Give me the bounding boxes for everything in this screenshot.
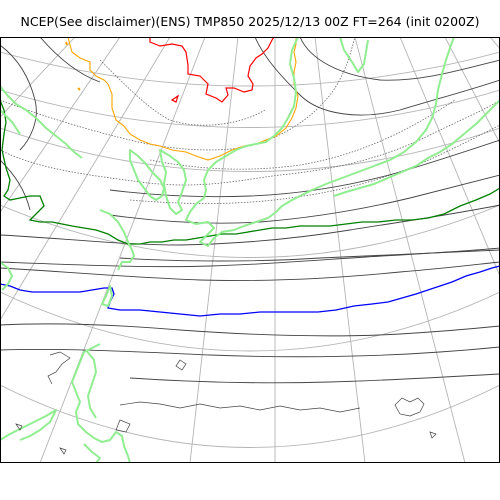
meridian <box>0 37 171 321</box>
meridian <box>444 37 500 145</box>
isotherm <box>254 37 500 116</box>
meridian <box>39 37 206 463</box>
isotherm-blue <box>0 265 500 317</box>
land-outline <box>15 351 437 455</box>
coastline-east-arc <box>333 99 500 197</box>
isotherm <box>109 174 500 224</box>
map-svg <box>0 37 500 463</box>
isotherm <box>0 346 500 358</box>
meridian <box>0 37 121 214</box>
isotherm <box>109 139 500 198</box>
isotherm-red <box>149 37 275 103</box>
isotherm <box>39 37 101 83</box>
coastline-west <box>0 85 83 159</box>
coastline-scandinavia <box>0 261 13 291</box>
meridian <box>354 37 466 463</box>
latitude-circle <box>0 127 500 172</box>
map-frame <box>0 37 500 463</box>
coastline-europe <box>85 349 97 419</box>
coastline-west <box>0 109 21 135</box>
isotherm <box>119 249 500 262</box>
isotherm <box>0 261 500 281</box>
latitude-circle <box>0 291 500 352</box>
coastline-island <box>159 149 187 215</box>
isotherm <box>129 373 500 384</box>
isotherm <box>0 323 500 337</box>
map-title: NCEP(See disclaimer)(ENS) TMP850 2025/12… <box>20 14 480 29</box>
coastline-mid <box>99 209 135 271</box>
isotherm-orange <box>67 37 299 161</box>
coastline-europe <box>71 343 131 463</box>
coastline-europe <box>83 443 101 463</box>
meridian <box>314 37 366 463</box>
coastline-north <box>185 37 455 247</box>
meridian <box>0 37 76 118</box>
coastline-island <box>129 149 165 201</box>
map-panel <box>0 37 500 463</box>
latitude-circle <box>0 51 500 87</box>
isotherm-orange-small <box>65 41 81 91</box>
latitude-circle <box>0 384 500 448</box>
latitude-circle <box>0 204 500 258</box>
meridian <box>189 37 239 463</box>
isotherm <box>299 37 500 81</box>
coastline-europe <box>0 409 57 441</box>
latitude-circle <box>0 89 500 128</box>
coastlines <box>0 37 500 463</box>
meridian <box>399 37 500 278</box>
isotherm <box>0 44 37 151</box>
isotherm-green <box>0 99 500 245</box>
dotted-isotherms <box>0 37 500 204</box>
isotherm <box>0 159 31 211</box>
graticule <box>0 37 500 463</box>
coastline-greenland <box>339 37 369 73</box>
isotherm-red-small <box>170 94 180 103</box>
gray-isotherms <box>0 37 500 384</box>
coastline-small <box>101 285 113 307</box>
